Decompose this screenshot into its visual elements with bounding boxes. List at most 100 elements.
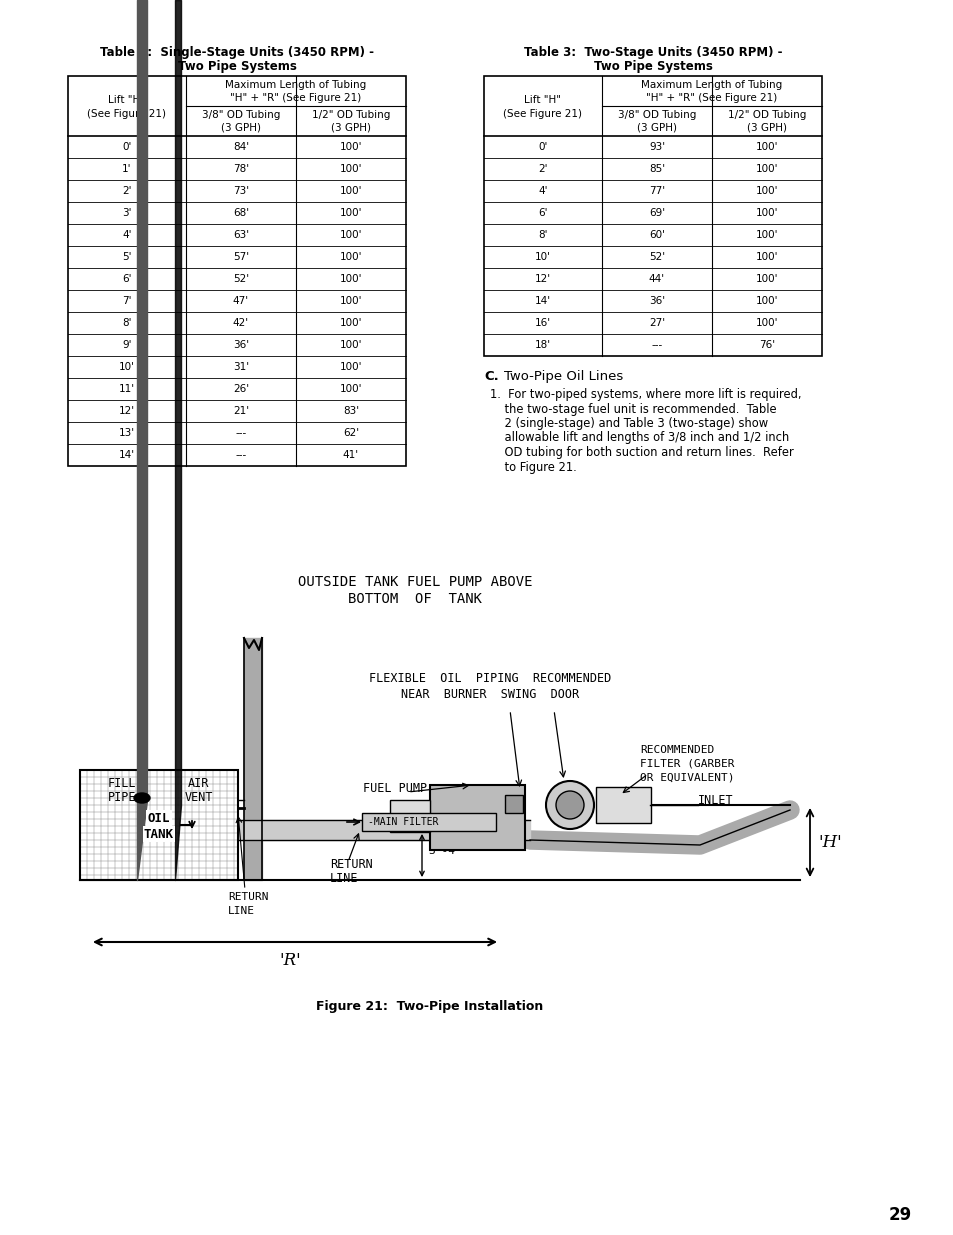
Text: 100': 100' bbox=[755, 207, 778, 219]
Circle shape bbox=[545, 781, 594, 829]
Text: 3"-4": 3"-4" bbox=[428, 846, 461, 856]
Text: 'R': 'R' bbox=[279, 952, 300, 969]
Text: 6': 6' bbox=[122, 274, 132, 284]
Text: 100': 100' bbox=[755, 230, 778, 240]
Text: "H" + "R" (See Figure 21): "H" + "R" (See Figure 21) bbox=[646, 93, 777, 103]
Text: LINE: LINE bbox=[330, 872, 358, 885]
Text: (3 GPH): (3 GPH) bbox=[221, 124, 261, 133]
Text: 18': 18' bbox=[535, 340, 551, 350]
Text: 10': 10' bbox=[119, 362, 135, 372]
Text: TANK: TANK bbox=[144, 827, 173, 841]
Text: 2 (single-stage) and Table 3 (two-stage) show: 2 (single-stage) and Table 3 (two-stage)… bbox=[490, 417, 767, 430]
Text: 69': 69' bbox=[648, 207, 664, 219]
Text: 0': 0' bbox=[537, 142, 547, 152]
Text: 'H': 'H' bbox=[817, 834, 841, 851]
Text: 36': 36' bbox=[648, 296, 664, 306]
Text: 11': 11' bbox=[119, 384, 135, 394]
Text: 13': 13' bbox=[119, 429, 135, 438]
Text: LINE: LINE bbox=[228, 906, 254, 916]
Text: 36': 36' bbox=[233, 340, 249, 350]
Text: 78': 78' bbox=[233, 164, 249, 174]
Text: "H" + "R" (See Figure 21): "H" + "R" (See Figure 21) bbox=[230, 93, 361, 103]
Text: Two-Pipe Oil Lines: Two-Pipe Oil Lines bbox=[503, 370, 622, 383]
Text: FILTER (GARBER: FILTER (GARBER bbox=[639, 760, 734, 769]
Text: to Figure 21.: to Figure 21. bbox=[490, 461, 577, 473]
Text: 3/8" OD Tubing: 3/8" OD Tubing bbox=[202, 110, 280, 120]
Text: (3 GPH): (3 GPH) bbox=[331, 124, 371, 133]
Ellipse shape bbox=[133, 793, 150, 803]
Bar bbox=[361, 813, 496, 831]
Text: Table 3:  Two-Stage Units (3450 RPM) -: Table 3: Two-Stage Units (3450 RPM) - bbox=[523, 46, 781, 59]
Text: 0': 0' bbox=[122, 142, 132, 152]
Text: OUTSIDE TANK FUEL PUMP ABOVE: OUTSIDE TANK FUEL PUMP ABOVE bbox=[297, 576, 532, 589]
Text: ---: --- bbox=[235, 429, 247, 438]
Text: NEAR  BURNER  SWING  DOOR: NEAR BURNER SWING DOOR bbox=[400, 688, 578, 701]
Text: 68': 68' bbox=[233, 207, 249, 219]
Text: 100': 100' bbox=[339, 164, 362, 174]
Text: 14': 14' bbox=[535, 296, 551, 306]
Text: 63': 63' bbox=[233, 230, 249, 240]
Text: 100': 100' bbox=[339, 296, 362, 306]
Text: ---: --- bbox=[235, 450, 247, 459]
Text: 62': 62' bbox=[342, 429, 358, 438]
Text: 4': 4' bbox=[537, 186, 547, 196]
Text: 52': 52' bbox=[233, 274, 249, 284]
Text: PIPE: PIPE bbox=[108, 790, 136, 804]
Text: (3 GPH): (3 GPH) bbox=[637, 124, 677, 133]
Text: BOTTOM  OF  TANK: BOTTOM OF TANK bbox=[348, 592, 481, 606]
Text: INLET: INLET bbox=[698, 794, 733, 806]
Text: AIR: AIR bbox=[188, 777, 209, 790]
Text: FILL: FILL bbox=[108, 777, 136, 790]
Text: 1/2" OD Tubing: 1/2" OD Tubing bbox=[312, 110, 390, 120]
Text: 10': 10' bbox=[535, 252, 551, 262]
Text: RETURN: RETURN bbox=[228, 892, 268, 902]
Text: 77': 77' bbox=[648, 186, 664, 196]
Text: 3': 3' bbox=[122, 207, 132, 219]
Text: 83': 83' bbox=[342, 406, 358, 416]
Text: 8': 8' bbox=[122, 317, 132, 329]
Text: FLEXIBLE  OIL  PIPING  RECOMMENDED: FLEXIBLE OIL PIPING RECOMMENDED bbox=[369, 672, 611, 685]
Bar bbox=[430, 785, 524, 850]
Text: 100': 100' bbox=[755, 164, 778, 174]
Text: 12': 12' bbox=[535, 274, 551, 284]
Text: 7': 7' bbox=[122, 296, 132, 306]
Bar bbox=[596, 787, 650, 823]
Text: Maximum Length of Tubing: Maximum Length of Tubing bbox=[640, 80, 781, 90]
Circle shape bbox=[556, 790, 583, 819]
Text: (3 GPH): (3 GPH) bbox=[746, 124, 786, 133]
Text: 85': 85' bbox=[648, 164, 664, 174]
Text: 100': 100' bbox=[755, 296, 778, 306]
Text: FUEL PUMP: FUEL PUMP bbox=[363, 782, 427, 795]
Text: 5': 5' bbox=[122, 252, 132, 262]
Text: 3/8" OD Tubing: 3/8" OD Tubing bbox=[618, 110, 696, 120]
Text: 1': 1' bbox=[122, 164, 132, 174]
Text: OR EQUIVALENT): OR EQUIVALENT) bbox=[639, 773, 734, 783]
Text: 93': 93' bbox=[648, 142, 664, 152]
Text: 16': 16' bbox=[535, 317, 551, 329]
Text: allowable lift and lengths of 3/8 inch and 1/2 inch: allowable lift and lengths of 3/8 inch a… bbox=[490, 431, 788, 445]
Bar bbox=[504, 795, 522, 813]
Text: 12': 12' bbox=[119, 406, 135, 416]
Text: 100': 100' bbox=[339, 230, 362, 240]
Bar bbox=[483, 77, 821, 356]
Text: 100': 100' bbox=[339, 384, 362, 394]
Text: Figure 21:  Two-Pipe Installation: Figure 21: Two-Pipe Installation bbox=[316, 1000, 543, 1013]
Text: 41': 41' bbox=[342, 450, 358, 459]
Bar bbox=[68, 77, 406, 466]
Text: 100': 100' bbox=[755, 142, 778, 152]
Text: 100': 100' bbox=[755, 274, 778, 284]
Text: 47': 47' bbox=[233, 296, 249, 306]
Text: 73': 73' bbox=[233, 186, 249, 196]
Text: 100': 100' bbox=[339, 274, 362, 284]
Text: 2': 2' bbox=[537, 164, 547, 174]
Text: 1/2" OD Tubing: 1/2" OD Tubing bbox=[727, 110, 805, 120]
Text: C.: C. bbox=[483, 370, 498, 383]
Text: 76': 76' bbox=[759, 340, 774, 350]
Text: the two-stage fuel unit is recommended.  Table: the two-stage fuel unit is recommended. … bbox=[490, 403, 776, 415]
Text: 44': 44' bbox=[648, 274, 664, 284]
Text: 100': 100' bbox=[755, 186, 778, 196]
Text: (See Figure 21): (See Figure 21) bbox=[88, 109, 167, 119]
Text: 14': 14' bbox=[119, 450, 135, 459]
Text: 27': 27' bbox=[648, 317, 664, 329]
Text: 100': 100' bbox=[339, 252, 362, 262]
